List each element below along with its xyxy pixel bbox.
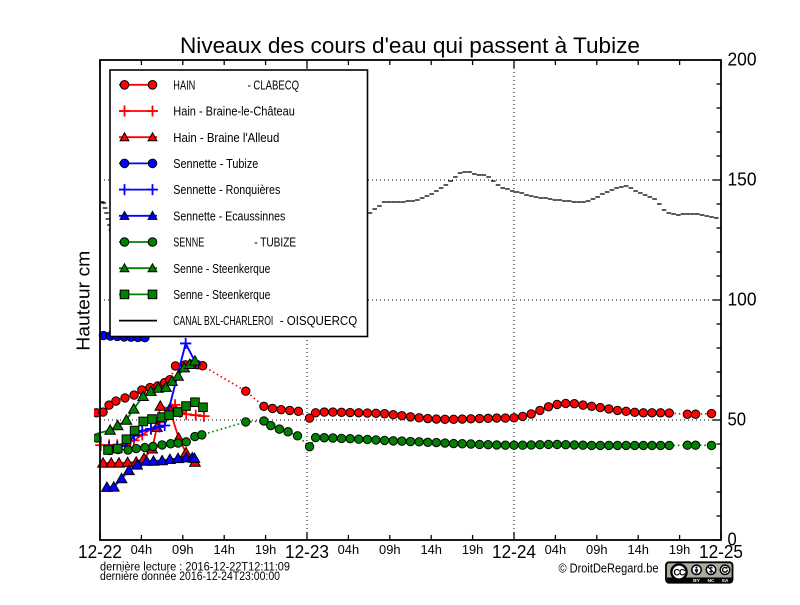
svg-text:- OISQUERCQ: - OISQUERCQ — [280, 314, 358, 328]
svg-text:09h: 09h — [586, 542, 608, 557]
svg-text:NC: NC — [707, 578, 715, 584]
svg-text:100: 100 — [728, 289, 757, 309]
svg-text:- CLABECQ: - CLABECQ — [248, 78, 300, 92]
svg-text:50: 50 — [728, 409, 747, 429]
svg-text:12-22: 12-22 — [78, 542, 122, 562]
svg-text:12-23: 12-23 — [285, 542, 329, 562]
svg-text:Senne - Steenkerque: Senne - Steenkerque — [173, 288, 270, 302]
svg-text:0: 0 — [728, 529, 737, 549]
svg-text:200: 200 — [728, 49, 757, 69]
svg-text:14h: 14h — [420, 542, 442, 557]
svg-text:04h: 04h — [545, 542, 567, 557]
svg-text:BY: BY — [693, 578, 701, 584]
svg-text:Hain - Braine l'Alleud: Hain - Braine l'Alleud — [173, 131, 279, 145]
svg-text:12-24: 12-24 — [492, 542, 536, 562]
svg-text:09h: 09h — [172, 542, 194, 557]
svg-text:dernière lecture : 2016-12-22T: dernière lecture : 2016-12-22T12:11:09 — [100, 562, 290, 574]
svg-text:19h: 19h — [462, 542, 484, 557]
svg-text:Senne - Steenkerque: Senne - Steenkerque — [173, 262, 270, 276]
svg-text:04h: 04h — [338, 542, 360, 557]
svg-text:12-25: 12-25 — [699, 542, 743, 562]
svg-text:14h: 14h — [213, 542, 235, 557]
svg-text:CANAL BXL-CHARLEROI: CANAL BXL-CHARLEROI — [173, 314, 273, 328]
svg-text:Sennette - Ronquières: Sennette - Ronquières — [173, 183, 280, 197]
svg-text:- TUBIZE: - TUBIZE — [254, 236, 296, 250]
svg-text:© DroitDeRegard.be: © DroitDeRegard.be — [559, 562, 659, 576]
svg-text:HAIN: HAIN — [173, 78, 195, 92]
svg-text:dernière donnée 2016-12-24T23: dernière donnée 2016-12-24T23:00:00 — [100, 571, 280, 583]
svg-text:SENNE: SENNE — [173, 236, 204, 250]
svg-text:14h: 14h — [627, 542, 649, 557]
svg-text:SA: SA — [722, 578, 729, 584]
svg-text:150: 150 — [728, 169, 757, 189]
svg-text:Niveaux des cours d'eau qui pa: Niveaux des cours d'eau qui passent à Tu… — [180, 33, 640, 58]
svg-text:09h: 09h — [379, 542, 401, 557]
svg-text:Hauteur cm: Hauteur cm — [74, 251, 94, 351]
svg-text:Sennette - Tubize: Sennette - Tubize — [173, 157, 258, 171]
svg-text:Sennette - Ecaussinnes: Sennette - Ecaussinnes — [173, 209, 285, 223]
svg-text:04h: 04h — [131, 542, 153, 557]
svg-text:19h: 19h — [669, 542, 691, 557]
svg-text:CC: CC — [674, 567, 686, 577]
svg-text:19h: 19h — [255, 542, 277, 557]
svg-text:Hain - Braine-le-Château: Hain - Braine-le-Château — [173, 105, 295, 119]
